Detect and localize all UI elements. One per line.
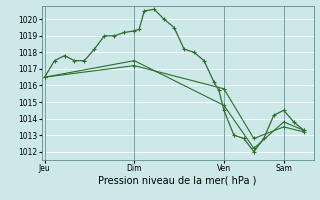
X-axis label: Pression niveau de la mer( hPa ): Pression niveau de la mer( hPa ) (99, 176, 257, 186)
